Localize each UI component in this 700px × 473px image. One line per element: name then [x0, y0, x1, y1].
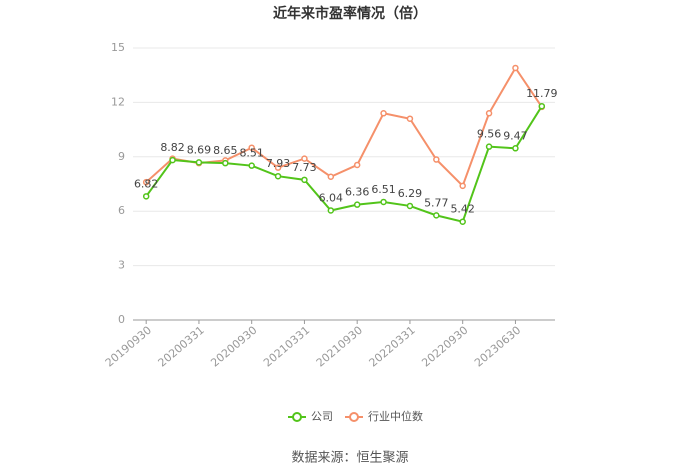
data-label: 8.51 — [239, 147, 264, 160]
data-label: 6.82 — [134, 177, 159, 190]
point — [248, 144, 255, 151]
y-tick-label: 12 — [111, 95, 125, 108]
x-tick-label: 20220930 — [419, 324, 470, 370]
point — [142, 193, 150, 200]
data-label: 8.69 — [187, 143, 212, 156]
data-label: 6.29 — [398, 187, 423, 200]
point — [380, 198, 387, 206]
point — [406, 115, 414, 122]
point — [169, 156, 176, 164]
x-tick-label: 20230630 — [472, 324, 523, 370]
point — [485, 110, 493, 117]
point — [248, 162, 255, 169]
point — [512, 64, 519, 72]
point — [538, 102, 546, 110]
point — [301, 155, 308, 162]
y-tick-label: 6 — [118, 204, 125, 217]
series-line — [145, 105, 543, 223]
y-tick-label: 0 — [118, 313, 125, 326]
data-label: 11.79 — [526, 87, 558, 100]
point — [459, 218, 466, 225]
point — [142, 178, 150, 186]
point — [195, 159, 203, 166]
data-label: 6.04 — [319, 191, 344, 204]
data-label: 6.51 — [371, 183, 396, 196]
data-label: 8.82 — [160, 141, 185, 154]
y-tick-label: 15 — [111, 41, 125, 54]
x-tick-label: 20210930 — [314, 324, 365, 370]
point — [222, 159, 229, 167]
point — [512, 145, 519, 152]
point — [485, 143, 493, 150]
point — [433, 212, 440, 219]
x-tick-label: 20220331 — [367, 324, 418, 370]
point — [380, 110, 387, 117]
legend-marker — [349, 412, 359, 422]
legend-label: 行业中位数 — [368, 409, 423, 423]
data-label: 5.77 — [424, 196, 449, 209]
y-tick-label: 9 — [118, 150, 125, 163]
source: 数据来源：恒生聚源 — [291, 451, 408, 466]
point — [327, 173, 335, 180]
legend-marker — [292, 412, 302, 422]
data-label: 7.73 — [292, 161, 317, 174]
point — [459, 182, 466, 190]
x-tick-label: 20190930 — [103, 324, 154, 370]
data-label: 6.36 — [345, 186, 370, 199]
data-label: 9.56 — [477, 128, 502, 141]
point — [353, 161, 361, 169]
x-tick-label: 20200930 — [208, 324, 259, 370]
point — [353, 201, 361, 208]
data-label: 9.47 — [503, 129, 528, 142]
point — [433, 156, 440, 163]
point — [274, 164, 282, 171]
legend-label: 公司 — [311, 410, 333, 423]
y-tick-label: 3 — [118, 259, 125, 272]
point — [274, 172, 282, 180]
point — [327, 207, 335, 214]
chart-title: 近年来市盈率情况（倍） — [273, 5, 427, 22]
data-label: 7.93 — [266, 157, 291, 170]
point — [301, 176, 308, 184]
x-tick-label: 20200331 — [156, 324, 207, 370]
data-label: 8.65 — [213, 144, 238, 157]
point — [406, 202, 414, 210]
x-tick-label: 20210331 — [261, 324, 312, 370]
data-label: 5.42 — [450, 203, 475, 216]
